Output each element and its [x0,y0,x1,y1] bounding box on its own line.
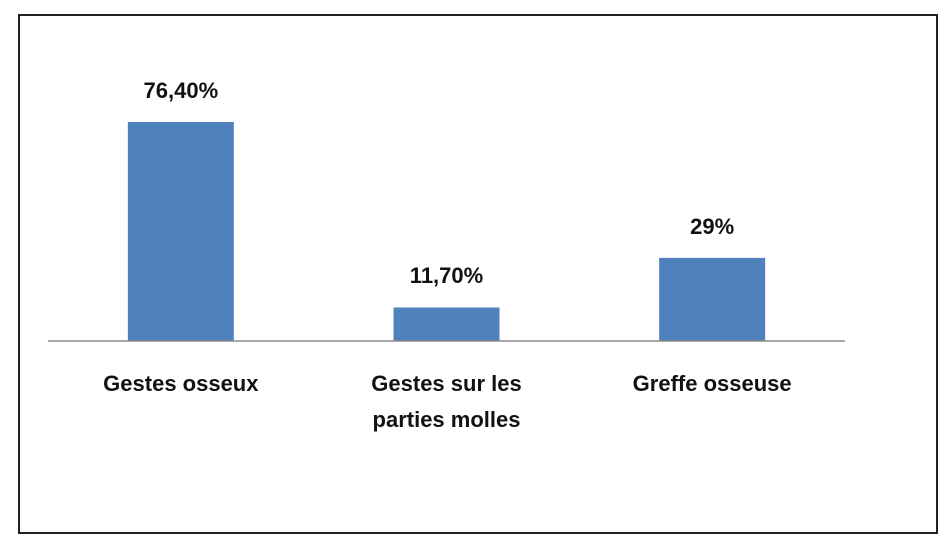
chart [48,122,845,342]
page: (() => { const data = JSON.parse(documen… [18,14,938,534]
data-label: 29% [690,213,735,239]
data-label: 11,70% [409,263,484,289]
x-tick-label: Greffe osseuse [632,371,792,396]
x-tick-label: Gestes osseux [103,371,259,396]
x-tick-label: Gestes sur les parties molles [371,371,522,432]
bar [127,122,234,341]
data-label: 76,40% [143,78,219,104]
bar [393,307,500,341]
bar [659,257,766,341]
